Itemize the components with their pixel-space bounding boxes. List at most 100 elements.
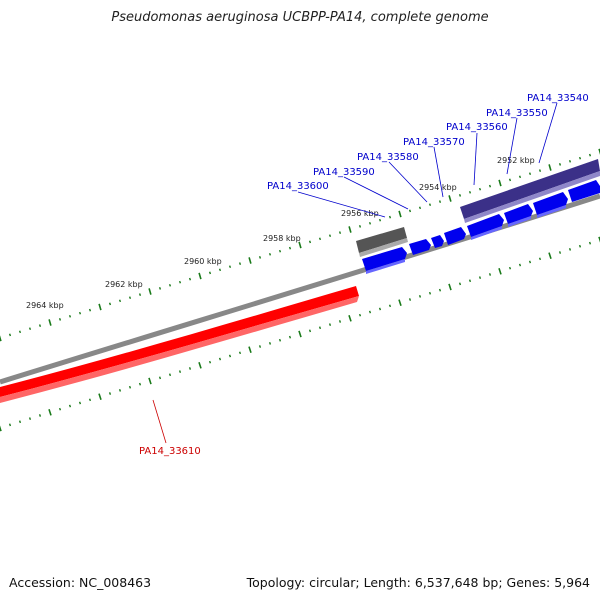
- forward-genes[interactable]: [362, 180, 600, 274]
- ruler-tick: [218, 268, 222, 272]
- ruler-tick: [98, 393, 102, 400]
- ruler-tick: [258, 345, 262, 348]
- ruler-tick: [548, 164, 552, 171]
- ruler-tick: [448, 195, 452, 202]
- ruler-tick: [108, 392, 112, 395]
- ruler-tick: [168, 283, 172, 287]
- kbp-label-2954: 2954 kbp: [419, 183, 457, 192]
- ruler-tick: [328, 323, 332, 326]
- ruler-tick: [198, 272, 202, 280]
- gene-arrow-pa14-33570[interactable]: [444, 227, 466, 245]
- ruler-tick: [68, 314, 72, 318]
- ruler-tick: [298, 241, 302, 249]
- ruler-tick: [418, 206, 422, 210]
- ruler-tick: [58, 318, 62, 321]
- gene-arrow-pa14-33560[interactable]: [467, 214, 504, 240]
- ruler-tick: [58, 407, 62, 411]
- ruler-tick: [238, 351, 242, 355]
- ruler-tick: [558, 251, 562, 254]
- ruler-tick: [398, 210, 402, 218]
- genome-title: Pseudomonas aeruginosa UCBPP-PA14, compl…: [111, 10, 489, 25]
- gene-label-pa14-33610[interactable]: PA14_33610: [139, 446, 201, 457]
- gene-arrow-pa14-33550[interactable]: [504, 204, 533, 227]
- ruler-tick: [308, 329, 312, 333]
- ruler-tick: [488, 184, 492, 188]
- ruler-tick: [18, 330, 22, 334]
- ruler-tick: [8, 333, 12, 337]
- ruler-tick: [508, 266, 512, 270]
- gene-label-leader-pa14-33610: [152, 399, 167, 444]
- ruler-tick: [268, 252, 272, 256]
- ruler-tick: [168, 373, 172, 377]
- ruler-tick: [408, 209, 412, 213]
- ruler-tick: [88, 398, 92, 402]
- ruler-tick: [288, 335, 292, 339]
- gene-label-pa14-33580[interactable]: PA14_33580: [357, 152, 419, 163]
- ruler-tick: [18, 420, 22, 424]
- inner-tick-ruler: [0, 236, 600, 432]
- ruler-tick: [278, 338, 282, 342]
- kbp-label-2964: 2964 kbp: [26, 301, 64, 310]
- ruler-tick: [108, 302, 112, 306]
- ruler-tick: [128, 296, 132, 300]
- forward-feature-band[interactable]: [460, 159, 600, 223]
- ruler-tick: [138, 382, 142, 386]
- ruler-tick: [78, 311, 82, 315]
- ruler-tick: [208, 271, 212, 275]
- ruler-tick: [218, 357, 222, 361]
- gene-label-pa14-33560[interactable]: PA14_33560: [446, 122, 508, 133]
- ruler-tick: [348, 315, 352, 322]
- ruler-tick: [468, 279, 472, 283]
- ruler-tick: [438, 288, 442, 292]
- ruler-tick: [298, 330, 302, 338]
- kbp-label-2958: 2958 kbp: [263, 234, 301, 243]
- ruler-tick: [278, 249, 282, 253]
- ruler-tick: [518, 175, 522, 179]
- ruler-tick: [498, 179, 502, 187]
- gene-arrow-pa14-33540[interactable]: [533, 180, 600, 218]
- ruler-tick: [128, 385, 132, 389]
- ruler-tick: [428, 291, 432, 295]
- ruler-tick: [558, 163, 562, 166]
- ruler-tick: [348, 226, 352, 233]
- ruler-tick: [488, 273, 492, 276]
- gene-label-pa14-33570[interactable]: PA14_33570: [403, 137, 465, 148]
- ruler-tick: [188, 277, 192, 281]
- ruler-tick: [528, 260, 532, 264]
- ruler-tick: [598, 148, 600, 155]
- ruler-tick: [428, 203, 432, 207]
- gene-arrow-pa14-33580[interactable]: [431, 235, 444, 248]
- ruler-tick: [28, 327, 32, 331]
- ruler-tick: [328, 234, 332, 238]
- ruler-tick: [68, 404, 72, 408]
- gene-arrow-pa14-33600[interactable]: [362, 247, 407, 274]
- gene-label-pa14-33540[interactable]: PA14_33540: [527, 93, 589, 104]
- ruler-tick: [378, 307, 382, 311]
- ruler-tick: [508, 178, 512, 182]
- ruler-tick: [288, 246, 292, 250]
- ruler-tick: [228, 265, 232, 269]
- gene-arrow-pa14-33590[interactable]: [409, 239, 431, 255]
- ruler-tick: [8, 423, 12, 427]
- ruler-tick: [368, 221, 372, 225]
- ruler-tick: [458, 194, 462, 197]
- ruler-tick: [478, 276, 482, 279]
- ruler-tick: [48, 319, 52, 326]
- ruler-tick: [518, 263, 522, 267]
- ruler-tick: [148, 377, 152, 385]
- gene-label-pa14-33600[interactable]: PA14_33600: [267, 181, 329, 192]
- ruler-tick: [388, 304, 392, 308]
- ruler-tick: [448, 283, 452, 291]
- ruler-tick: [258, 256, 262, 259]
- ruler-tick: [318, 326, 322, 330]
- ruler-tick: [268, 342, 272, 345]
- ruler-tick: [408, 298, 412, 301]
- gene-label-pa14-33590[interactable]: PA14_33590: [313, 167, 375, 178]
- ruler-tick: [468, 190, 472, 194]
- gene-label-pa14-33550[interactable]: PA14_33550: [486, 108, 548, 119]
- gray-feature[interactable]: [356, 227, 408, 257]
- ruler-tick: [358, 225, 362, 228]
- ruler-tick: [368, 310, 372, 314]
- gene-feature-pa14-33610[interactable]: [0, 286, 359, 403]
